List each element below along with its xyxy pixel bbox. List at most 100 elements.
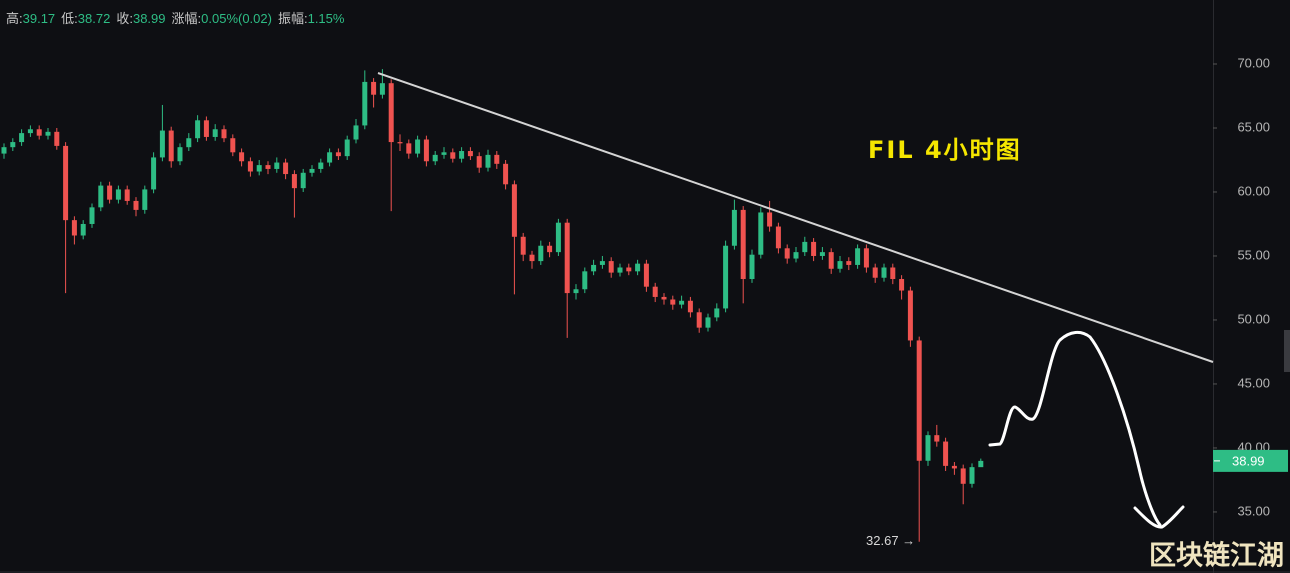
- candle-body: [265, 165, 271, 169]
- candle-body: [520, 236, 526, 255]
- candle-body: [71, 220, 77, 236]
- candle-body: [679, 300, 685, 305]
- info-label: 涨幅:: [171, 11, 202, 26]
- candle-body: [133, 200, 139, 210]
- candle-body: [951, 465, 957, 469]
- candle-body: [811, 241, 817, 256]
- y-tick-label: 70.00: [1237, 55, 1270, 70]
- candle-body: [828, 252, 834, 269]
- candle-body: [670, 299, 676, 305]
- candle-body: [793, 252, 799, 259]
- candle-body: [591, 264, 597, 272]
- candle-body: [1, 147, 7, 154]
- info-label: 高:: [6, 11, 23, 26]
- candle-body: [784, 248, 790, 259]
- candle-body: [960, 468, 966, 484]
- candle-body: [529, 254, 535, 262]
- candle-body: [309, 168, 315, 173]
- scroll-handle[interactable]: [1284, 330, 1290, 372]
- candle-body: [379, 83, 385, 95]
- y-tick-label: 65.00: [1237, 119, 1270, 134]
- candle-body: [511, 184, 517, 237]
- candle-body: [969, 467, 975, 484]
- candles: [1, 69, 984, 542]
- candle-body: [916, 340, 922, 461]
- y-axis: 35.0040.0045.0050.0055.0060.0065.0070.00…: [1213, 55, 1288, 518]
- candle-body: [27, 129, 33, 134]
- candle-body: [168, 130, 174, 162]
- candle-body: [124, 189, 130, 201]
- candle-body: [652, 286, 658, 297]
- candle-body: [767, 212, 773, 227]
- candle-body: [98, 185, 104, 208]
- candle-body: [573, 289, 579, 294]
- candle-body: [19, 133, 25, 143]
- info-label: 低:: [61, 11, 78, 26]
- annotation: FIL 4小时图: [868, 136, 1022, 164]
- y-tick-label: 35.00: [1237, 503, 1270, 518]
- candle-body: [555, 222, 561, 253]
- candle-body: [142, 189, 148, 210]
- candle-body: [89, 207, 95, 224]
- candle-body: [863, 248, 869, 268]
- candle-body: [696, 312, 702, 328]
- candle-body: [36, 129, 42, 136]
- candle-body: [608, 261, 614, 273]
- candle-body: [177, 147, 183, 162]
- candle-body: [476, 156, 482, 168]
- candle-body: [635, 263, 641, 272]
- candle-body: [503, 163, 509, 185]
- candle-body: [406, 143, 412, 154]
- candle-body: [661, 296, 667, 300]
- candle-body: [890, 267, 896, 280]
- info-label: 振幅:: [277, 11, 308, 26]
- candle-body: [643, 263, 649, 287]
- candle-body: [300, 172, 306, 189]
- trend-line: [377, 72, 1214, 363]
- candle-body: [855, 248, 861, 265]
- candle-body: [291, 174, 297, 189]
- candle-body: [758, 212, 764, 255]
- candle-body: [846, 261, 852, 265]
- candle-body: [353, 125, 359, 140]
- candle-body: [283, 162, 289, 175]
- y-tick-label: 45.00: [1237, 375, 1270, 390]
- candle-body: [881, 267, 887, 278]
- candle-body: [397, 142, 403, 144]
- candle-body: [362, 81, 368, 126]
- candle-body: [714, 308, 720, 318]
- candle-body: [819, 252, 825, 256]
- last-price-label: 38.99: [1232, 453, 1265, 468]
- candle-body: [256, 165, 262, 172]
- y-tick-label: 55.00: [1237, 247, 1270, 262]
- low-marker: 32.67 →: [866, 533, 915, 548]
- candle-body: [934, 435, 940, 442]
- candle-body: [925, 435, 931, 461]
- candle-body: [195, 120, 201, 139]
- candle-body: [274, 162, 280, 169]
- candle-body: [749, 254, 755, 280]
- candle-body: [54, 131, 60, 146]
- candle-body: [388, 83, 394, 143]
- candle-body: [415, 139, 421, 154]
- candle-body: [423, 139, 429, 162]
- candle-body: [943, 441, 949, 466]
- hand-drawn-forecast: [988, 331, 1185, 529]
- candle-body: [775, 226, 781, 249]
- candle-body: [159, 130, 165, 158]
- info-label: 收:: [116, 11, 133, 26]
- candle-body: [371, 81, 377, 95]
- info-value: 38.72: [77, 11, 111, 26]
- candle-body: [907, 290, 913, 341]
- candle-body: [63, 145, 69, 221]
- candle-body: [80, 223, 86, 236]
- info-value: 1.15%: [307, 11, 345, 26]
- candle-body: [705, 317, 711, 328]
- last-price-tag: [1213, 449, 1288, 472]
- candle-body: [740, 209, 746, 280]
- candle-body: [467, 151, 473, 157]
- candle-body: [247, 161, 253, 172]
- candle-body: [731, 209, 737, 246]
